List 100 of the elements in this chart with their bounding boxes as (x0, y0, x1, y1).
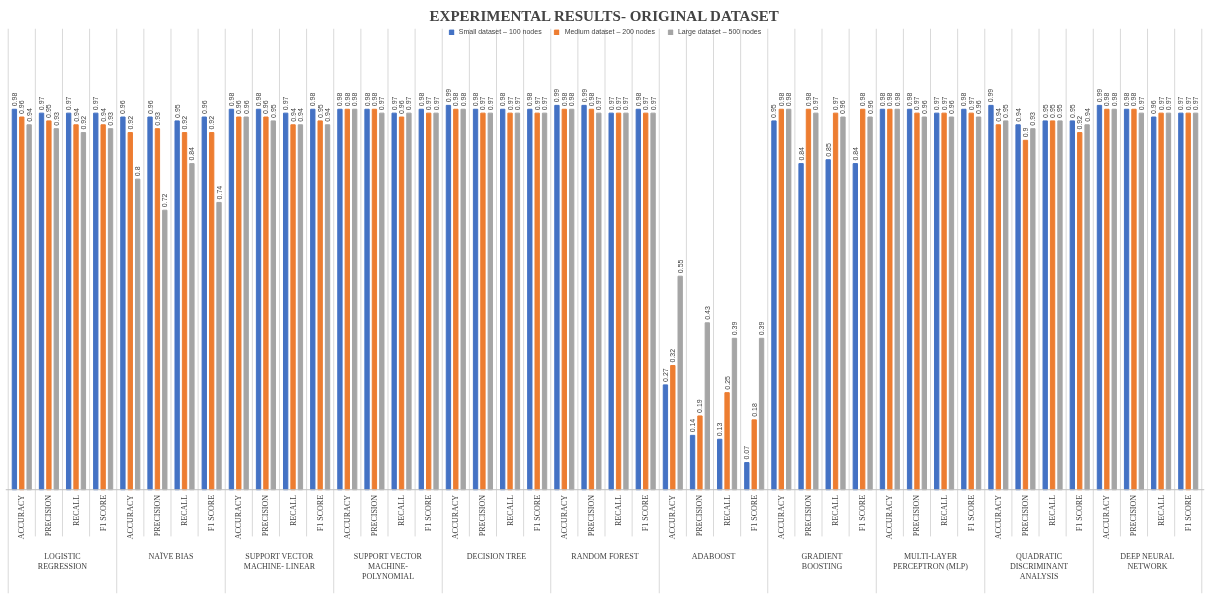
bar (189, 163, 195, 491)
text: GRADIENT BOOSTING (801, 551, 843, 571)
bar (677, 275, 683, 491)
x-tick-label: PRECISION (912, 494, 922, 537)
bar (500, 108, 506, 491)
bar (1084, 124, 1090, 491)
x-tick-label: F1 SCORE (207, 494, 217, 532)
bar (1057, 120, 1063, 491)
bar (433, 112, 439, 491)
bar (236, 116, 242, 491)
x-tick-label: F1 SCORE (858, 494, 868, 532)
bar (717, 438, 723, 491)
x-tick-label: F1 SCORE (315, 494, 325, 532)
bar (162, 209, 168, 491)
bar (860, 108, 866, 491)
bar (19, 116, 25, 491)
bar (38, 112, 45, 491)
bar (406, 112, 412, 491)
x-tick-label: F1 SCORE (1183, 494, 1193, 532)
bar (1138, 112, 1145, 491)
bar (379, 112, 385, 491)
bar (216, 201, 222, 491)
bar (324, 124, 331, 491)
bar (921, 116, 928, 491)
x-tick-label: ACCURACY (885, 494, 895, 540)
bar (615, 112, 622, 491)
bar (255, 108, 262, 491)
bar (771, 120, 777, 491)
bar (948, 116, 955, 491)
bar (975, 116, 982, 491)
bar (80, 132, 87, 491)
bar (243, 116, 249, 491)
text: SUPPORT VECTOR MACHINE- POLYNOMIAL (353, 551, 423, 581)
bar (201, 116, 207, 491)
x-tick-label: ACCURACY (451, 494, 461, 540)
x-tick-label: RECALL (71, 494, 81, 527)
bar (426, 112, 432, 491)
bar (1123, 108, 1130, 491)
bar (961, 108, 967, 491)
bar (894, 108, 900, 491)
x-tick-label: PRECISION (261, 494, 271, 537)
text: ADABOOST (691, 551, 736, 561)
x-tick-label: ACCURACY (342, 494, 352, 540)
bar (650, 112, 656, 491)
text: NAÏVE BIAS (148, 551, 194, 561)
x-tick-label: ACCURACY (993, 494, 1003, 540)
bar (1015, 124, 1021, 491)
bar (445, 104, 452, 491)
bar (1165, 112, 1172, 491)
x-tick-label: RECALL (505, 494, 515, 527)
bar (832, 112, 839, 491)
bar (689, 434, 696, 491)
x-tick-label: PRECISION (586, 494, 596, 537)
bar (11, 108, 18, 491)
x-tick-label: PRECISION (1020, 494, 1030, 537)
bar (1111, 108, 1117, 491)
bar (46, 120, 52, 491)
bar (995, 124, 1002, 491)
x-tick-label: ACCURACY (125, 494, 135, 540)
x-tick-label: RECALL (831, 494, 841, 527)
bar (643, 112, 649, 491)
bar (623, 112, 629, 491)
x-tick-label: RECALL (939, 494, 949, 527)
x-tick-label: F1 SCORE (641, 494, 651, 532)
bar (731, 337, 738, 491)
bar (786, 108, 792, 491)
bar (507, 112, 513, 491)
bar (228, 108, 235, 491)
text: RANDOM FOREST (571, 551, 639, 561)
chart-title: EXPERIMENTAL RESULTS- ORIGINAL DATASET (429, 7, 779, 24)
bar (1022, 139, 1029, 491)
bar (134, 178, 141, 491)
bar (352, 108, 358, 491)
x-tick-label: ACCURACY (776, 494, 786, 540)
bar (147, 116, 153, 491)
bar (472, 108, 479, 491)
x-tick-label: F1 SCORE (98, 494, 108, 532)
bar (1131, 108, 1137, 491)
bar (418, 108, 424, 491)
x-tick-label: PRECISION (369, 494, 379, 537)
x-tick-label: PRECISION (1129, 494, 1139, 537)
bar (934, 112, 940, 491)
bar (310, 108, 316, 491)
x-tick-label: F1 SCORE (424, 494, 434, 532)
x-tick-label: PRECISION (803, 494, 813, 537)
x-tick-label: RECALL (288, 494, 298, 527)
bar (867, 116, 873, 491)
bar (527, 108, 533, 491)
bar (1151, 116, 1157, 491)
x-tick-label: ACCURACY (559, 494, 569, 540)
text: MULTI-LAYER PERCEPTRON (MLP) (893, 551, 969, 571)
bar (1096, 104, 1103, 491)
bar (1069, 120, 1076, 491)
bar (825, 159, 831, 491)
bar (635, 108, 641, 491)
x-tick-label: F1 SCORE (966, 494, 976, 532)
bar (282, 112, 289, 491)
bar (906, 108, 913, 491)
bar (453, 108, 459, 491)
bar (751, 419, 757, 491)
